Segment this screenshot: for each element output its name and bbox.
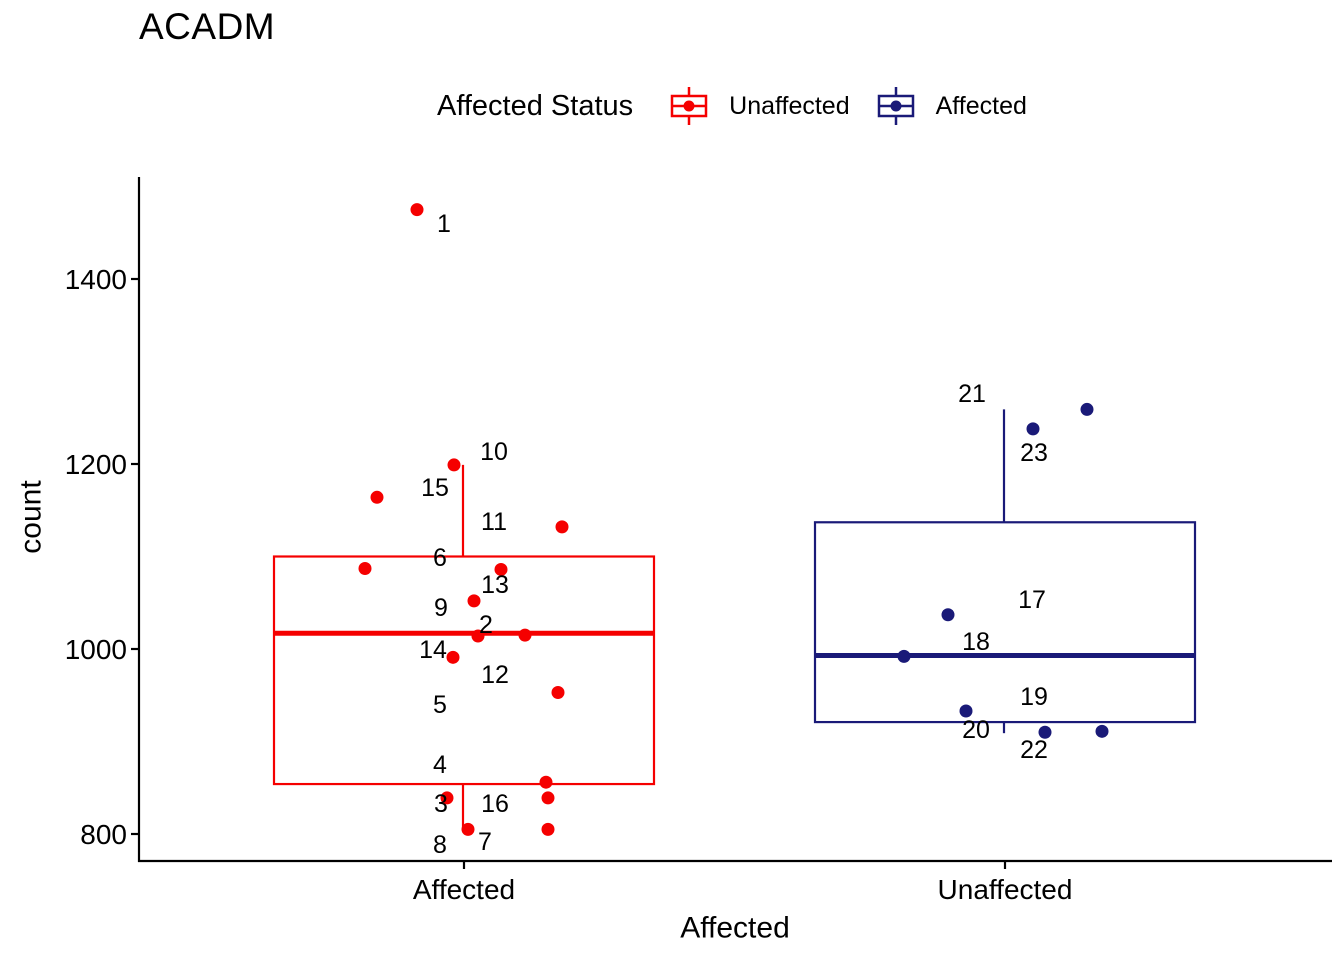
- point-label: 21: [958, 380, 986, 408]
- point-marker: [541, 791, 555, 805]
- chart-title: ACADM: [139, 6, 276, 47]
- point-marker: [410, 203, 424, 217]
- box: [813, 521, 1197, 724]
- point-label: 1: [437, 210, 451, 238]
- point-label: 11: [481, 508, 507, 536]
- point-label: 17: [1018, 586, 1046, 614]
- point-marker: [494, 562, 508, 576]
- y-tick-label: 1400: [65, 264, 127, 295]
- point-marker: [370, 490, 384, 504]
- point-label: 15: [421, 474, 449, 502]
- point-label: 20: [962, 716, 990, 744]
- x-axis-title: Affected: [680, 912, 790, 945]
- point-label: 3: [434, 790, 448, 818]
- point-marker: [941, 608, 955, 622]
- point-marker: [461, 822, 475, 836]
- point-label: 14: [419, 636, 447, 664]
- point-label: 5: [433, 691, 447, 719]
- y-tick-label: 800: [80, 819, 127, 850]
- legend-title: Affected Status: [437, 89, 634, 122]
- point-marker: [1026, 422, 1040, 436]
- point-marker: [541, 822, 555, 836]
- point-label: 10: [480, 438, 508, 466]
- point-marker: [447, 458, 461, 472]
- point-label: 4: [433, 751, 447, 779]
- point-label: 9: [434, 594, 448, 622]
- point-label: 12: [481, 661, 509, 689]
- legend-label-affected: Affected: [935, 91, 1027, 120]
- legend-item-affected: Affected: [876, 86, 1027, 126]
- point-marker: [959, 704, 973, 718]
- point-marker: [539, 775, 553, 789]
- point-marker: [446, 650, 460, 664]
- point-marker: [440, 791, 454, 805]
- point-marker: [467, 594, 481, 608]
- point-label: 2: [479, 611, 493, 639]
- boxplot-key-icon: [877, 87, 914, 125]
- point-label: 16: [481, 790, 509, 818]
- point-marker: [518, 628, 532, 642]
- point-marker: [1095, 724, 1109, 738]
- point-label: 8: [433, 831, 447, 859]
- point-label: 13: [481, 571, 509, 599]
- legend-label-unaffected: Unaffected: [729, 91, 850, 120]
- point-marker: [897, 649, 911, 663]
- point-label: 18: [962, 628, 990, 656]
- point-marker: [1080, 402, 1094, 416]
- point-marker: [358, 562, 372, 576]
- point-label: 7: [478, 828, 492, 856]
- x-tick-label: Affected: [413, 874, 515, 905]
- point-label: 6: [433, 544, 447, 572]
- boxplot-key-icon: [670, 87, 708, 125]
- legend: Affected Status Unaffected Affected: [437, 86, 1027, 126]
- point-label: 19: [1020, 683, 1048, 711]
- y-tick-label: 1000: [65, 634, 127, 665]
- x-tick-label: Unaffected: [938, 874, 1073, 905]
- point-label: 23: [1020, 439, 1048, 467]
- point-marker: [1038, 725, 1052, 739]
- point-marker: [551, 685, 565, 699]
- y-tick-label: 1200: [65, 449, 127, 480]
- point-label: 22: [1020, 736, 1048, 764]
- point-marker: [555, 520, 569, 534]
- legend-item-unaffected: Unaffected: [669, 86, 850, 126]
- point-marker: [471, 629, 485, 643]
- box: [272, 555, 656, 786]
- y-axis-title: count: [15, 480, 48, 554]
